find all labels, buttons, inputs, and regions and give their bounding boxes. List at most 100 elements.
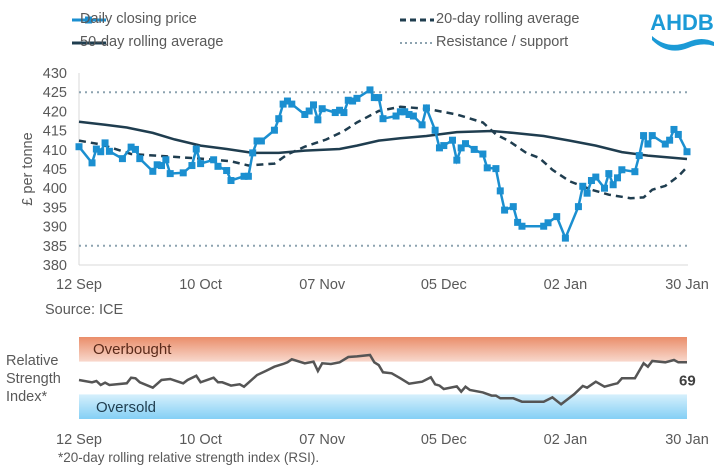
price-point <box>153 161 161 169</box>
ahdb-logo: AHDB <box>650 10 714 51</box>
price-point <box>540 222 548 230</box>
price-point <box>470 145 478 153</box>
price-point <box>583 189 591 197</box>
price-point <box>614 174 622 182</box>
price-point <box>448 136 456 144</box>
price-point <box>244 172 252 180</box>
price-point <box>631 168 639 176</box>
price-point <box>118 155 126 163</box>
price-point <box>379 115 387 123</box>
price-point <box>275 115 283 123</box>
x-tick-label: 05 Dec <box>421 277 467 293</box>
price-point <box>453 156 461 164</box>
price-point <box>249 149 257 157</box>
price-point <box>587 177 595 185</box>
price-point <box>640 132 648 140</box>
price-point <box>136 155 144 163</box>
price-point <box>409 112 417 120</box>
y-tick-label: 420 <box>43 104 67 120</box>
y-axis-title: £ per tonne <box>20 132 36 205</box>
price-point <box>375 94 383 102</box>
price-point <box>457 144 465 152</box>
price-point <box>336 106 344 114</box>
price-point <box>396 108 404 116</box>
price-point <box>305 107 313 115</box>
price-point <box>283 97 291 105</box>
price-point <box>492 165 500 173</box>
price-point <box>349 97 357 105</box>
price-point <box>97 148 105 156</box>
price-point <box>401 108 409 116</box>
price-point <box>75 143 83 151</box>
price-point <box>310 101 318 109</box>
source-note: Source: ICE <box>45 302 124 318</box>
y-tick-label: 405 <box>43 162 67 178</box>
x-tick-label: 02 Jan <box>544 277 588 293</box>
rsi-axis-label: Relative Strength Index* <box>6 353 61 405</box>
price-point <box>131 145 139 153</box>
price-point <box>483 164 491 172</box>
y-tick-label: 430 <box>43 66 67 82</box>
price-point <box>179 169 187 177</box>
y-tick-label: 410 <box>43 143 67 159</box>
price-point <box>479 150 487 158</box>
price-point <box>435 144 443 152</box>
price-point <box>257 137 265 145</box>
price-point <box>501 206 509 214</box>
y-tick-label: 385 <box>43 239 67 255</box>
price-point <box>683 148 691 156</box>
y-tick-label: 425 <box>43 85 67 101</box>
legend-swatches <box>72 16 434 45</box>
price-point <box>301 110 309 118</box>
price-point <box>101 139 109 147</box>
price-point <box>644 140 652 148</box>
price-point <box>440 142 448 150</box>
price-point <box>405 110 413 118</box>
price-point <box>544 219 552 227</box>
price-point <box>192 145 200 153</box>
price-point <box>674 130 682 138</box>
legend-marker-price <box>85 16 92 24</box>
price-point <box>279 100 287 108</box>
price-point <box>127 143 135 151</box>
price-point <box>418 121 426 129</box>
price-point <box>661 140 669 148</box>
price-point <box>574 203 582 211</box>
oversold-band <box>79 394 687 419</box>
y-tick-label: 395 <box>43 200 67 216</box>
price-point <box>318 105 326 113</box>
price-point <box>635 152 643 160</box>
oversold-label: Oversold <box>96 399 157 416</box>
price-point <box>666 136 674 144</box>
price-point <box>592 173 600 181</box>
y-tick-label: 415 <box>43 124 67 140</box>
price-point <box>188 162 196 170</box>
legend-item-price: Daily closing price <box>80 11 197 27</box>
price-point <box>600 184 608 192</box>
footnote: *20-day rolling relative strength index … <box>58 450 320 465</box>
price-point <box>270 126 278 134</box>
price-point <box>561 234 569 242</box>
price-point <box>227 177 235 185</box>
rsi-last-value-label: 69 <box>679 372 696 389</box>
price-point <box>288 100 296 108</box>
y-tick-label: 400 <box>43 181 67 197</box>
legend-item-20day: 20-day rolling average <box>436 11 580 27</box>
price-point <box>353 94 361 102</box>
legend-item-50day: 50-day rolling average <box>80 34 224 50</box>
y-tick-label: 380 <box>43 258 67 274</box>
price-point <box>422 104 430 112</box>
price-point <box>431 126 439 134</box>
price-point <box>166 170 174 178</box>
price-point <box>210 156 218 164</box>
rsi-x-tick-label: 10 Oct <box>179 432 222 448</box>
price-point <box>518 222 526 230</box>
price-point <box>366 86 374 94</box>
y-tick-label: 390 <box>43 220 67 236</box>
price-point <box>618 166 626 174</box>
x-tick-label: 10 Oct <box>179 277 222 293</box>
price-point <box>331 109 339 117</box>
price-point <box>514 218 522 226</box>
